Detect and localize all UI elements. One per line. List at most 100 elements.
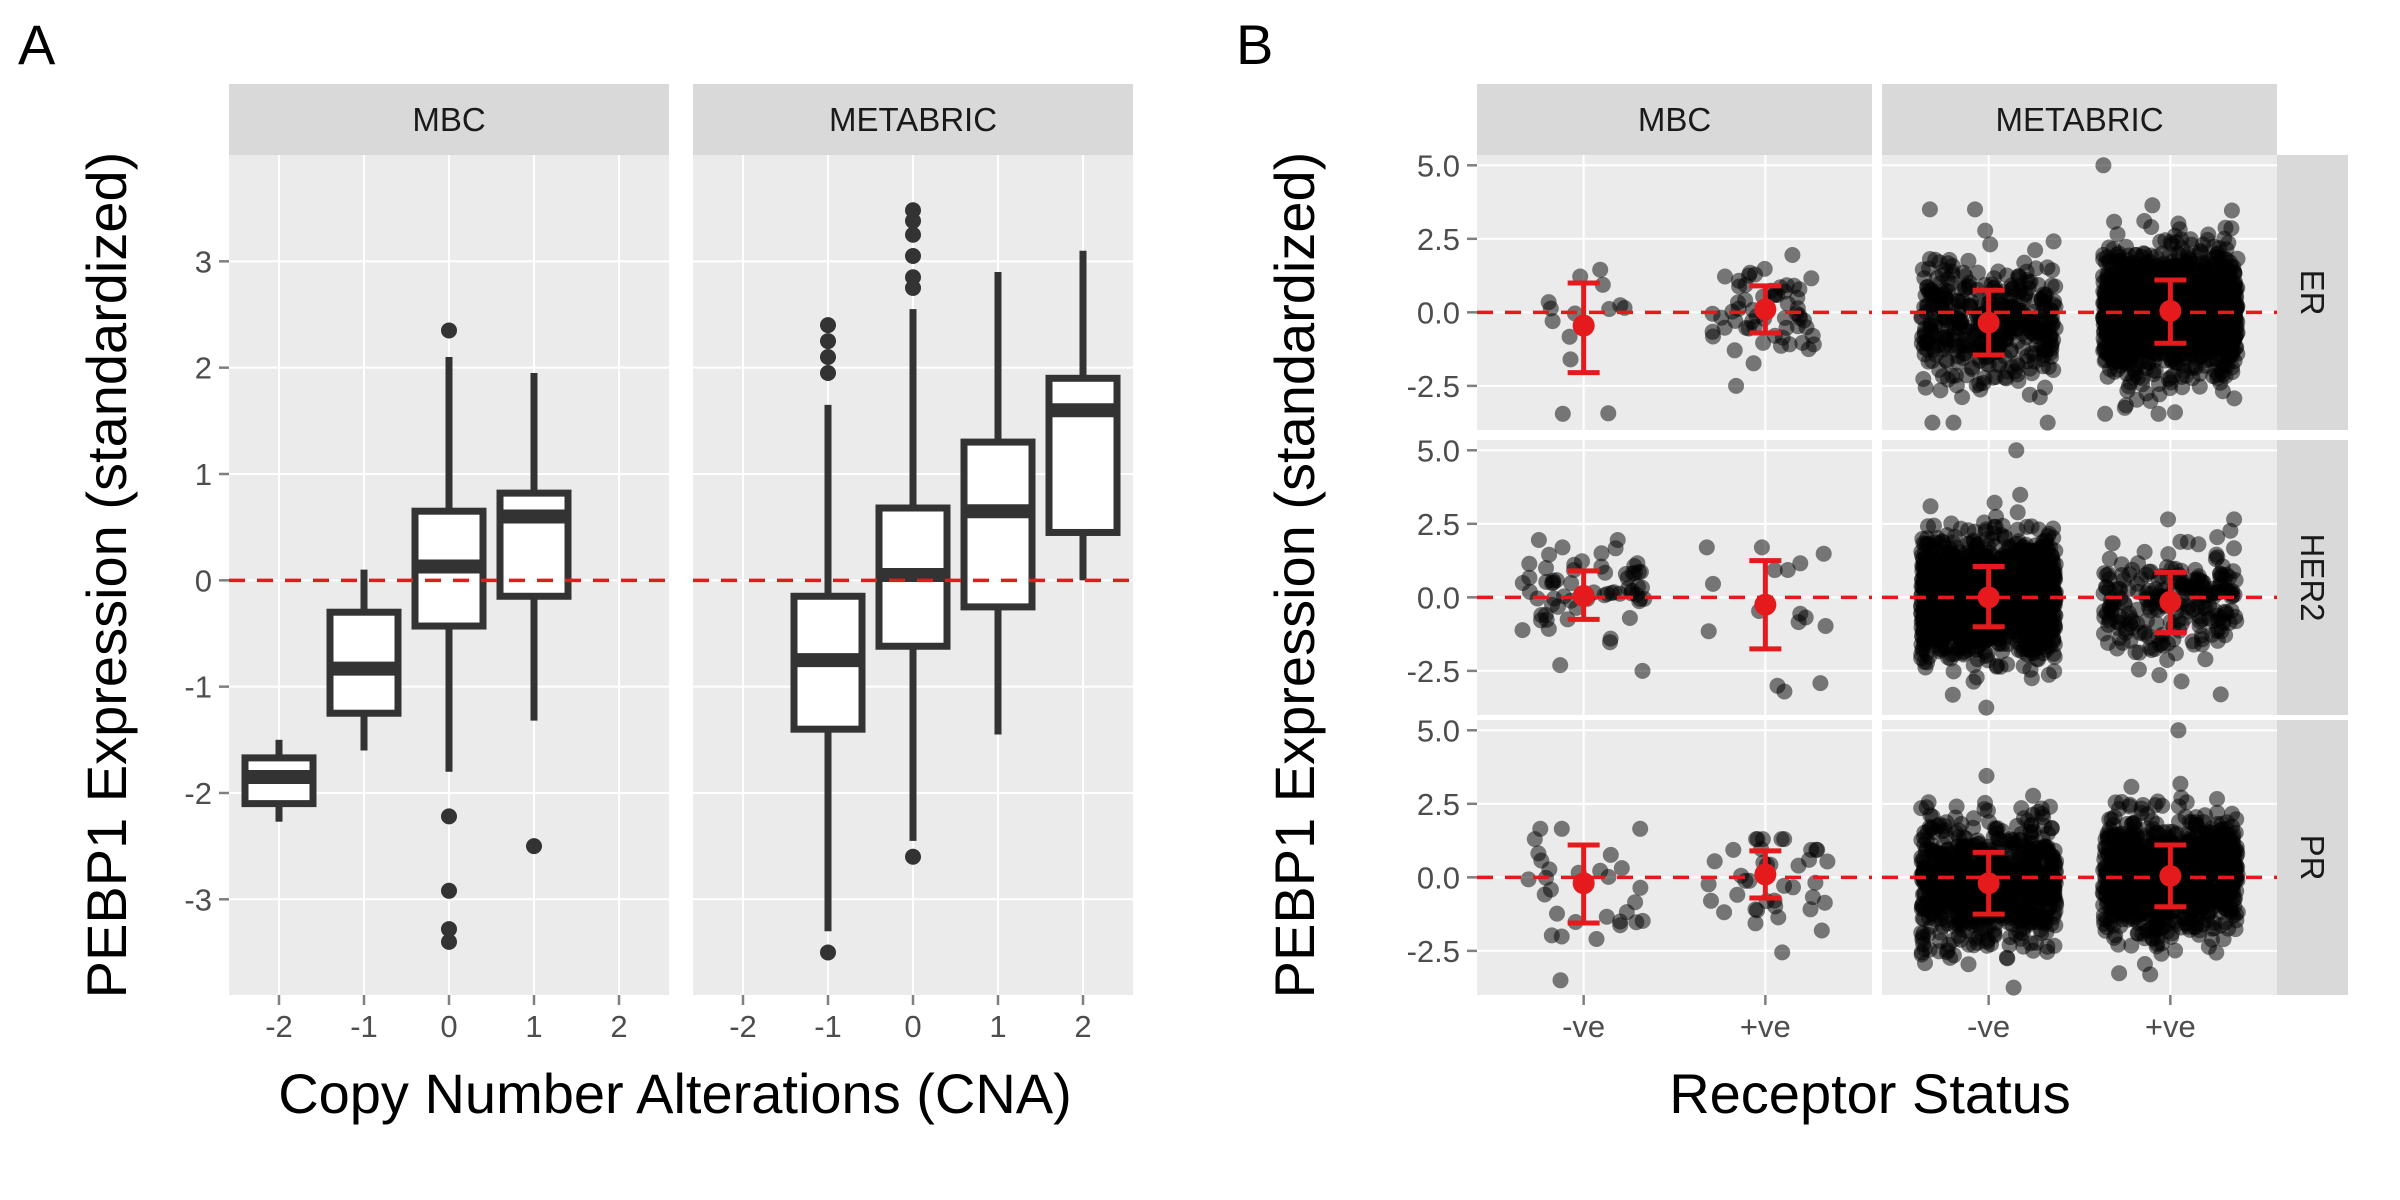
box-metabric-cna-2 <box>1045 250 1121 581</box>
data-point <box>1967 201 1983 218</box>
data-point <box>2142 596 2159 613</box>
data-point <box>1939 551 1956 567</box>
box-mbc-cna-0 <box>411 322 487 950</box>
data-point <box>1706 853 1723 870</box>
data-point <box>1924 628 1940 645</box>
data-point <box>2004 578 2021 595</box>
data-point <box>1913 924 1930 941</box>
data-point <box>1627 894 1644 911</box>
data-point <box>1776 831 1793 848</box>
data-point <box>2102 342 2119 359</box>
data-point <box>2218 261 2235 278</box>
data-point <box>1784 247 1801 263</box>
box-mbc-cna--2 <box>241 739 317 822</box>
box-outlier <box>905 212 921 229</box>
data-point <box>2221 343 2238 360</box>
data-point <box>2160 546 2177 563</box>
data-point <box>2095 157 2112 174</box>
data-point <box>1800 341 1817 358</box>
x-tick-label: 1 <box>989 1009 1006 1044</box>
data-point <box>1514 622 1531 639</box>
data-point <box>1770 909 1787 926</box>
data-point <box>1960 956 1977 973</box>
data-point <box>1620 580 1637 597</box>
data-point <box>1922 286 1939 303</box>
data-point <box>1602 634 1618 651</box>
data-point <box>1766 892 1783 909</box>
y-tick-label: 0 <box>195 563 212 598</box>
data-point <box>1778 319 1795 336</box>
data-point <box>2212 686 2229 703</box>
data-point <box>2101 239 2117 256</box>
data-point <box>2128 348 2145 365</box>
data-point <box>1779 295 1796 312</box>
data-point <box>1927 311 1944 328</box>
data-point <box>1731 278 1748 295</box>
data-point <box>1945 947 1962 964</box>
data-point <box>1946 296 1963 313</box>
data-point <box>2119 252 2136 269</box>
data-point <box>2120 581 2137 597</box>
data-point <box>1598 908 1615 925</box>
box-body <box>960 438 1036 611</box>
data-point <box>1989 330 2006 347</box>
data-point <box>1745 355 1762 372</box>
x-tick-label: 0 <box>904 1009 921 1044</box>
data-point <box>2118 397 2134 414</box>
mean-point <box>1572 314 1595 337</box>
data-point <box>2173 673 2190 690</box>
data-point <box>1530 532 1547 548</box>
mean-point <box>1754 298 1777 321</box>
data-point <box>2046 663 2063 680</box>
data-point <box>1549 905 1565 922</box>
data-point <box>1992 658 2009 675</box>
data-point <box>2220 234 2237 251</box>
facet-label-her2: HER2 <box>2294 533 2331 621</box>
data-point <box>1769 677 1786 694</box>
data-point <box>2044 315 2061 332</box>
facet-strip-metabric <box>1882 84 2277 155</box>
data-point <box>1753 539 1770 556</box>
data-point <box>2109 361 2126 378</box>
data-point <box>2044 562 2061 579</box>
data-point <box>2159 652 2176 668</box>
data-point <box>1997 312 2013 329</box>
data-point <box>1945 534 1961 551</box>
data-point <box>2124 561 2141 578</box>
data-point <box>2028 260 2044 277</box>
data-point <box>2151 667 2168 684</box>
data-point <box>2142 288 2159 305</box>
data-point <box>1977 222 1994 239</box>
data-point <box>1538 573 1555 590</box>
data-point <box>1982 236 1999 253</box>
data-point <box>1596 587 1613 604</box>
data-point <box>1561 328 1578 345</box>
data-point <box>2209 529 2226 546</box>
data-point <box>1607 540 1624 557</box>
box-outlier <box>441 808 457 825</box>
data-point <box>1766 562 1783 579</box>
data-point <box>1932 382 1949 399</box>
box-outlier <box>905 248 921 265</box>
y-tick-label: -3 <box>184 882 212 917</box>
box-outlier <box>820 349 836 366</box>
box-outlier <box>820 944 836 961</box>
facet-strip-her2 <box>2277 440 2348 715</box>
box-metabric-cna-0 <box>875 202 951 865</box>
data-point <box>2029 324 2046 341</box>
data-point <box>1979 802 1996 819</box>
data-point <box>2098 327 2115 344</box>
box-mbc-cna--1 <box>326 569 402 751</box>
data-point <box>1612 297 1629 314</box>
data-point <box>1705 575 1721 592</box>
data-point <box>1813 922 1830 939</box>
data-point <box>1920 794 1937 811</box>
box-metabric-cna--1 <box>790 317 866 961</box>
facet-label-metabric: METABRIC <box>829 101 997 138</box>
y-tick-label: 2 <box>195 351 212 386</box>
data-point <box>2009 504 2026 521</box>
mean-point <box>2159 590 2182 613</box>
facet-label-er: ER <box>2294 270 2331 316</box>
box-outlier <box>441 933 457 950</box>
